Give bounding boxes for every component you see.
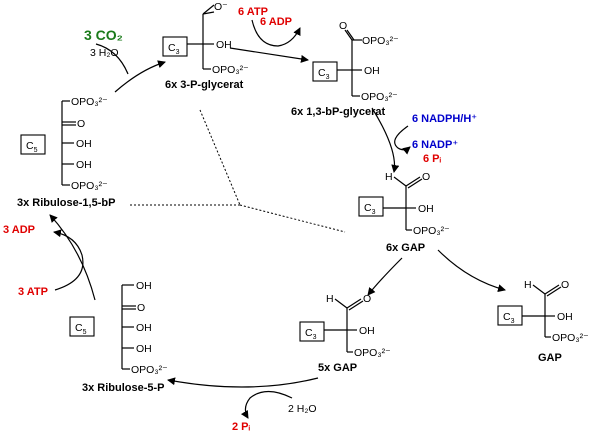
molecule-label: 6x 1,3-bP-glycerat [291, 106, 385, 118]
molecule-3-p-glycerat: C3 O⁻ OH OPO₃²⁻ 6x 3-P-glycerat [162, 1, 249, 91]
reagent-pi-2: 2 Pᵢ [232, 421, 251, 433]
molecule-label: 3x Ribulose-5-P [82, 382, 165, 394]
reagent-pi-6: 6 Pᵢ [423, 153, 442, 165]
group-oh-1: OH [136, 322, 152, 334]
arrow-gap-to-gap5 [367, 257, 403, 296]
reagent-h2o-in: 3 H₂O [90, 47, 119, 59]
arrow-h2o-pi [240, 390, 293, 419]
reagent-adp-6: 6 ADP [260, 16, 292, 28]
reagent-atp-3: 3 ATP [18, 286, 48, 298]
group-h: H [385, 171, 393, 183]
molecule-ribulose-1-5-bp: C5 OPO₃²⁻ O OH OH OPO₃²⁻ 3x Ribulose-1,5… [17, 96, 115, 209]
arrow-atp-adp [251, 19, 301, 47]
molecule-gap-5x: C3 H O OH OPO₃²⁻ 5x GAP [299, 293, 391, 374]
c3-box [162, 36, 188, 57]
c5-box [69, 316, 95, 337]
group-opo3: OPO₃²⁻ [413, 225, 450, 237]
molecule-label: 6x GAP [386, 242, 425, 254]
dashed-divider-1 [199, 109, 241, 206]
arrow-rubp-to-pga [114, 60, 166, 93]
box-label: C3 [168, 42, 180, 56]
c5-box [20, 134, 46, 155]
arrow-gap-to-gap1 [437, 249, 506, 293]
group-o: O [561, 279, 569, 291]
group-h: H [326, 293, 334, 305]
dashed-divider-3 [239, 204, 346, 233]
group-oh: OH [359, 325, 375, 337]
box-label: C5 [26, 140, 38, 154]
arrow-bpg-to-gap [371, 107, 400, 173]
group-oh: OH [216, 39, 232, 51]
arrow-nadph-nadp [394, 125, 411, 155]
reagent-atp-6: 6 ATP [238, 6, 268, 18]
molecule-gap-6x: C3 H O OH OPO₃²⁻ 6x GAP [358, 171, 450, 254]
group-opo3-bottom: OPO₃²⁻ [361, 91, 398, 103]
group-h: H [524, 279, 532, 291]
c3-box [299, 321, 325, 342]
molecule-gap-single: C3 H O OH OPO₃²⁻ GAP [497, 279, 589, 364]
reagent-h2o-2: 2 H₂O [288, 403, 317, 415]
group-o: O [363, 293, 371, 305]
group-oh: OH [418, 203, 434, 215]
group-opo3: OPO₃²⁻ [552, 332, 589, 344]
group-opo3: OPO₃²⁻ [212, 64, 249, 76]
arrow-gap5-to-ru5p [167, 377, 319, 388]
group-o: O [137, 302, 145, 314]
c3-box [358, 196, 384, 217]
group-opo3-bottom: OPO₃²⁻ [71, 180, 108, 192]
group-o: O [422, 171, 430, 183]
molecule-ribulose-5-p: C5 OH O OH OH OPO₃²⁻ 3x Ribulose-5-P [69, 280, 168, 394]
box-label: C5 [75, 322, 87, 336]
arrow-atp-adp-3 [53, 229, 84, 291]
group-oh-2: OH [136, 343, 152, 355]
group-oh-1: OH [76, 138, 92, 150]
molecule-label: 3x Ribulose-1,5-bP [17, 197, 115, 209]
group-opo3: OPO₃²⁻ [354, 347, 391, 359]
group-o: O [77, 118, 85, 130]
group-oh-2: OH [76, 159, 92, 171]
reagent-co2: 3 CO₂ [84, 27, 123, 43]
molecule-1-3-bp-glycerat: C3 O OPO₃²⁻ OH OPO₃²⁻ 6x 1,3-bP-glycerat [291, 20, 399, 118]
group-opo3-top: OPO₃²⁻ [71, 96, 108, 108]
molecule-label: GAP [538, 352, 562, 364]
box-label: C3 [503, 311, 515, 325]
arrow-ru5p-to-rubp [49, 214, 96, 301]
group-o-minus: O⁻ [214, 1, 228, 13]
molecule-label: 6x 3-P-glycerat [165, 79, 244, 91]
reagent-nadp: 6 NADP⁺ [412, 139, 458, 151]
group-oh: OH [557, 311, 573, 323]
arrow-co2-branch [95, 43, 129, 75]
group-opo3-top: OPO₃²⁻ [362, 35, 399, 47]
box-label: C3 [318, 67, 330, 81]
molecule-label: 5x GAP [318, 362, 357, 374]
arrow-pga-to-bpg [229, 47, 309, 63]
group-oh-top: OH [136, 280, 152, 292]
group-oh: OH [364, 65, 380, 77]
reagent-adp-3: 3 ADP [3, 224, 35, 236]
box-label: C3 [364, 202, 376, 216]
reagent-nadph: 6 NADPH/H⁺ [412, 113, 477, 125]
c3-box [312, 61, 338, 82]
group-opo3: OPO₃²⁻ [131, 364, 168, 376]
box-label: C3 [305, 327, 317, 341]
group-o: O [339, 20, 347, 32]
